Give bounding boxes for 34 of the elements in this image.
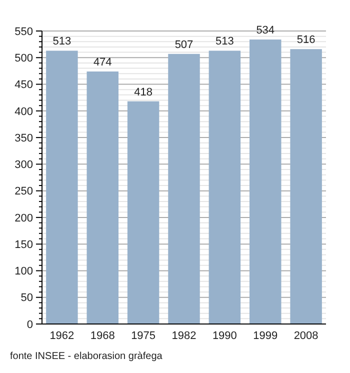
data-label: 534 [256,24,275,37]
data-label: 513 [52,36,72,48]
x-tick-label: 1975 [131,330,156,342]
y-tick-label: 450 [14,79,33,92]
x-tick-label: 1982 [172,330,196,342]
data-label: 418 [134,86,152,98]
bar [168,54,200,324]
y-tick-label: 100 [14,266,33,278]
x-tick-label: 2008 [294,330,318,342]
x-tick-label: 1968 [90,330,115,342]
data-label: 516 [296,34,316,46]
y-tick-label: 400 [14,106,33,118]
bar [127,101,160,324]
y-tick-label: 300 [14,159,33,172]
data-label: 474 [93,56,112,68]
data-label: 507 [174,38,194,51]
bar [290,49,322,324]
y-tick-label: 500 [14,52,33,64]
y-tick-label: 0 [26,318,33,331]
y-tick-label: 350 [14,132,33,144]
y-tick-label: 250 [14,186,33,198]
y-tick-label: 150 [14,238,33,251]
x-tick-label: 1962 [50,330,74,342]
y-tick-label: 50 [20,292,33,304]
y-tick-label: 550 [14,26,33,38]
bar [208,50,241,324]
bar [250,40,282,324]
data-label: 513 [216,36,234,48]
x-tick-label: 1990 [212,330,237,342]
x-tick-label: 1999 [253,330,278,342]
source-note: fonte INSEE - elaborasion gràfega [10,351,163,362]
bar [86,71,118,324]
y-tick-label: 200 [14,212,33,224]
bar [46,50,78,324]
